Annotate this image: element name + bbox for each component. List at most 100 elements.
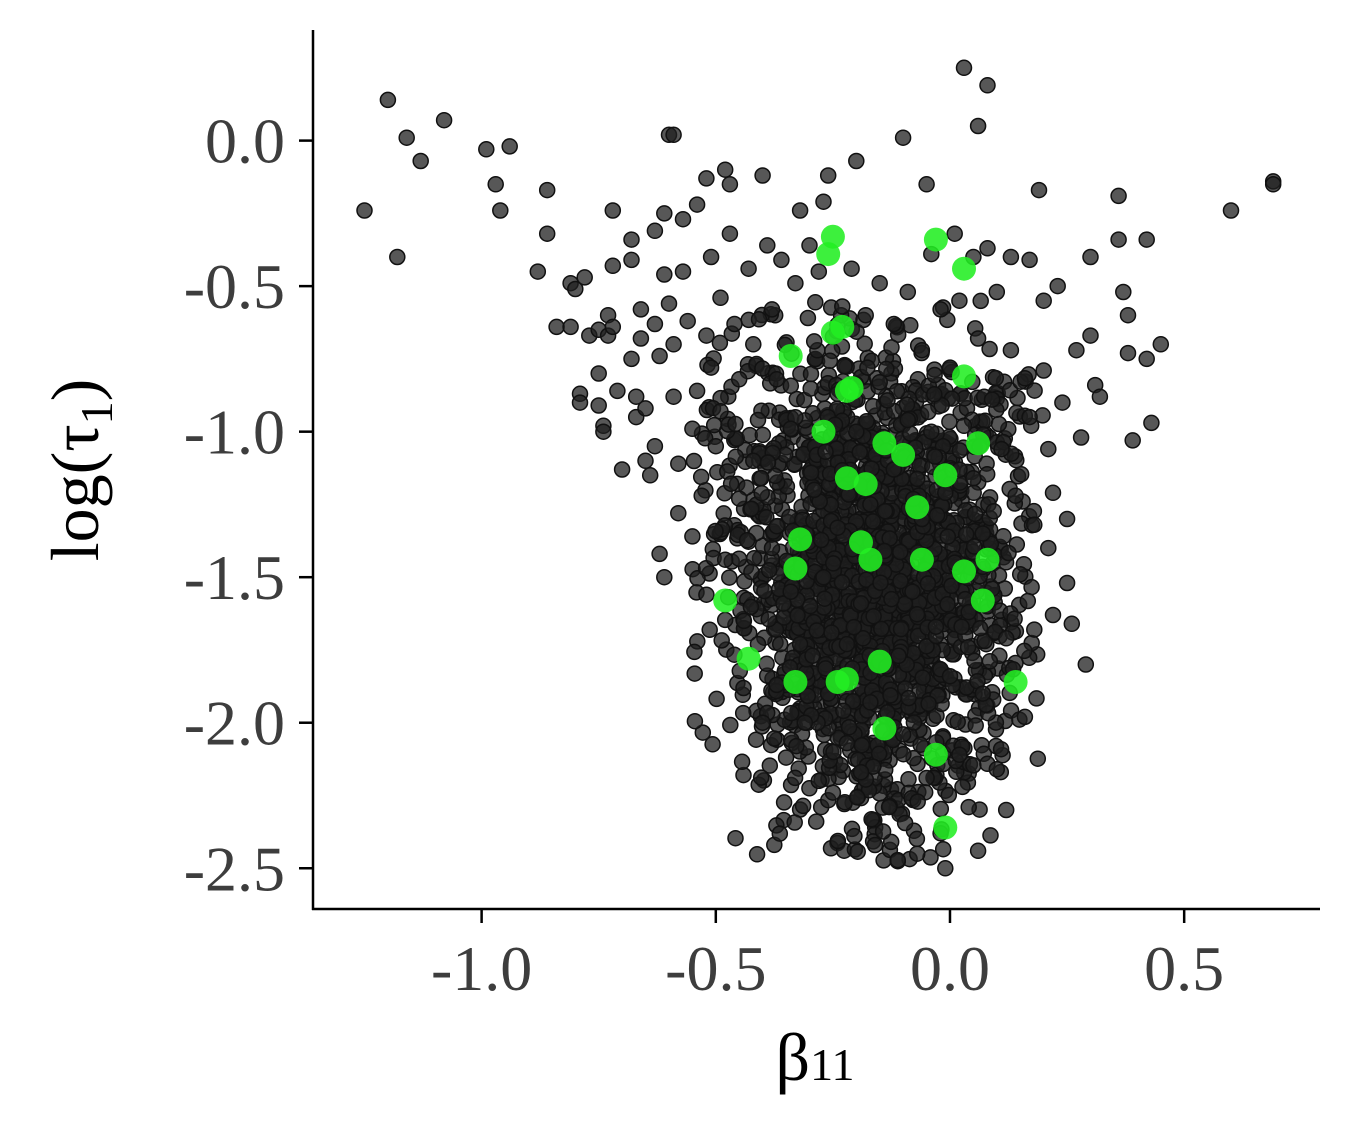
scatter-point [804,647,821,664]
scatter-point [892,572,909,590]
scatter-point [730,371,748,388]
scatter-point [932,800,950,818]
scatter-point [838,635,856,653]
scatter-point [852,763,870,781]
scatter-point [937,484,954,502]
scatter-point [562,318,579,336]
scatter-point [670,455,687,472]
scatter-point [912,736,929,753]
scatter-point [435,111,453,129]
scatter-point [843,260,860,277]
scatter-point [848,423,865,440]
highlight-point [788,527,813,552]
scatter-point [934,840,952,858]
highlight-point [858,547,883,572]
scatter-point [810,772,828,790]
scatter-point [967,717,984,734]
scatter-point [646,437,664,455]
scatter-point [913,341,931,359]
scatter-point [721,176,739,193]
scatter-point [693,487,710,504]
scatter-point [698,586,715,603]
scatter-point [796,714,814,731]
scatter-point [1035,362,1052,379]
scatter-point [684,528,701,545]
scatter-point [840,718,858,736]
scatter-point [674,210,692,228]
scatter-point [1222,202,1240,219]
y-axis-title-suffix: ) [37,379,113,402]
scatter-point [802,365,820,383]
scatter-point [892,620,910,638]
scatter-point [866,836,884,854]
scatter-point [637,452,654,470]
scatter-point [899,283,917,301]
scatter-point [665,336,682,353]
scatter-point [808,622,826,639]
scatter-point [707,522,724,540]
scatter-point [995,528,1012,545]
scatter-point [492,202,509,219]
scatter-point [604,202,622,219]
scatter-point [752,769,770,786]
scatter-point [766,467,784,485]
scatter-point [398,129,415,146]
scatter-point [946,225,963,242]
scatter-point [1019,592,1037,610]
scatter-point [567,280,584,298]
scatter-point [787,274,804,292]
scatter-point [548,318,565,336]
scatter-point [908,605,926,623]
scatter-point [833,574,851,591]
scatter-point [791,202,809,219]
scatter-point [939,596,956,613]
scatter-point [759,454,777,471]
scatter-point [702,359,720,376]
scatter-point [754,714,771,731]
y-axis-title-base: log(τ [37,424,113,561]
scatter-point [708,690,725,708]
scatter-point [698,170,715,187]
scatter-point [1029,750,1047,767]
highlight-point [834,667,859,692]
scatter-point [665,388,682,405]
scatter-point [721,569,738,586]
scatter-point [885,315,903,333]
scatter-point [1058,574,1076,592]
scatter-point [711,334,729,352]
scatter-point [538,225,556,242]
scatter-point [859,359,876,376]
scatter-point [651,545,668,563]
x-tick-label: 0.0 [910,933,990,1004]
scatter-point [802,380,819,397]
scatter-point [874,823,892,840]
scatter-point [761,757,779,774]
scatter-point [712,289,729,307]
scatter-point [988,761,1006,778]
scatter-point [660,295,678,312]
x-axis-title-base: β [776,1019,811,1095]
scatter-point [1028,690,1045,707]
scatter-point [789,607,806,624]
scatter-point [758,509,775,526]
scatter-point [1016,708,1034,726]
scatter-point [686,643,703,661]
scatter-point [951,746,968,763]
scatter-point [590,397,607,414]
scatter-point [1021,408,1038,426]
scatter-point [1054,394,1071,411]
scatter-point [758,655,775,673]
scatter-point [926,366,943,384]
scatter-point [819,167,837,184]
scatter-point [883,339,900,356]
highlight-point [872,716,897,741]
scatter-point [538,181,556,199]
scatter-point [802,464,820,481]
scatter-point [845,618,863,636]
scatter-point [1026,621,1043,638]
scatter-point [908,830,926,848]
y-axis-title: log(τ1) [37,379,122,562]
scatter-point [965,538,983,555]
x-axis-title: β11 [776,1019,855,1095]
scatter-point [766,730,783,747]
